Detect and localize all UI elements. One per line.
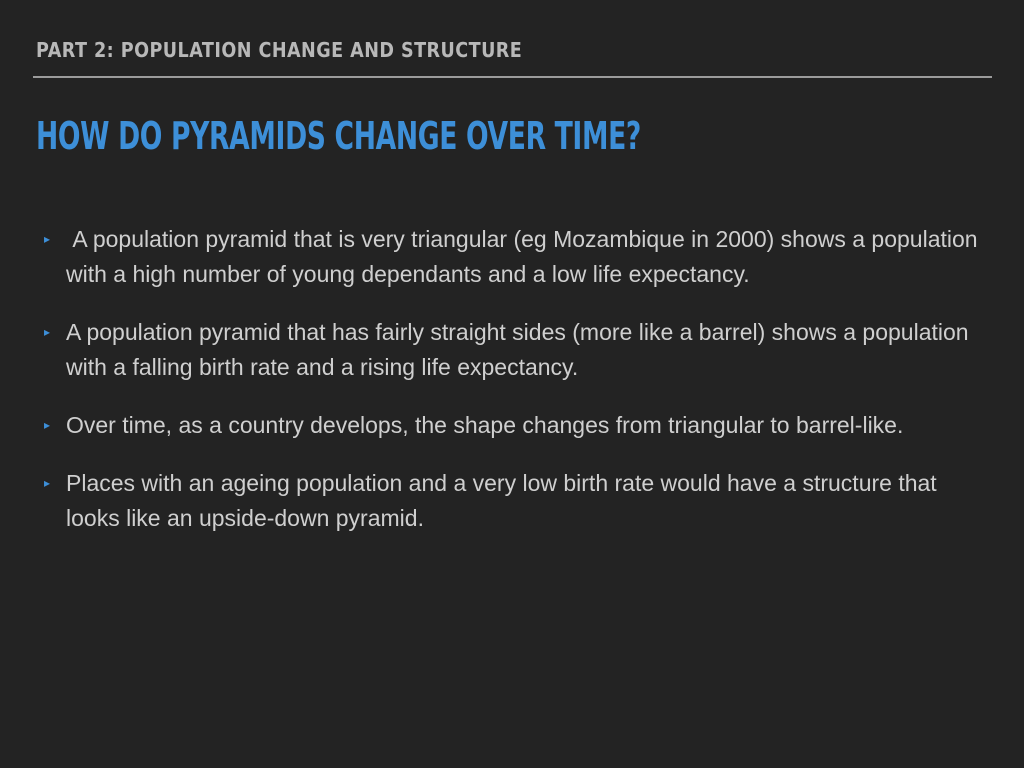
- bullet-arrow-icon: ▸: [44, 476, 51, 490]
- section-title: PART 2: POPULATION CHANGE AND STRUCTURE: [36, 38, 523, 62]
- bullet-arrow-icon: ▸: [44, 232, 51, 246]
- bullet-arrow-icon: ▸: [44, 418, 51, 432]
- bullet-text: Places with an ageing population and a v…: [66, 470, 937, 531]
- bullet-text: Over time, as a country develops, the sh…: [66, 412, 904, 438]
- bullet-text: A population pyramid that has fairly str…: [66, 319, 969, 380]
- bullet-arrow-icon: ▸: [44, 325, 51, 339]
- bullet-item: ▸ Places with an ageing population and a…: [40, 466, 995, 536]
- bullet-list: ▸ A population pyramid that is very tria…: [40, 222, 995, 559]
- bullet-item: ▸ Over time, as a country develops, the …: [40, 408, 995, 443]
- slide-title: HOW DO PYRAMIDS CHANGE OVER TIME?: [36, 114, 641, 158]
- bullet-item: ▸ A population pyramid that has fairly s…: [40, 315, 995, 385]
- bullet-item: ▸ A population pyramid that is very tria…: [40, 222, 995, 292]
- bullet-text: A population pyramid that is very triang…: [66, 226, 984, 287]
- header-divider: [33, 76, 992, 78]
